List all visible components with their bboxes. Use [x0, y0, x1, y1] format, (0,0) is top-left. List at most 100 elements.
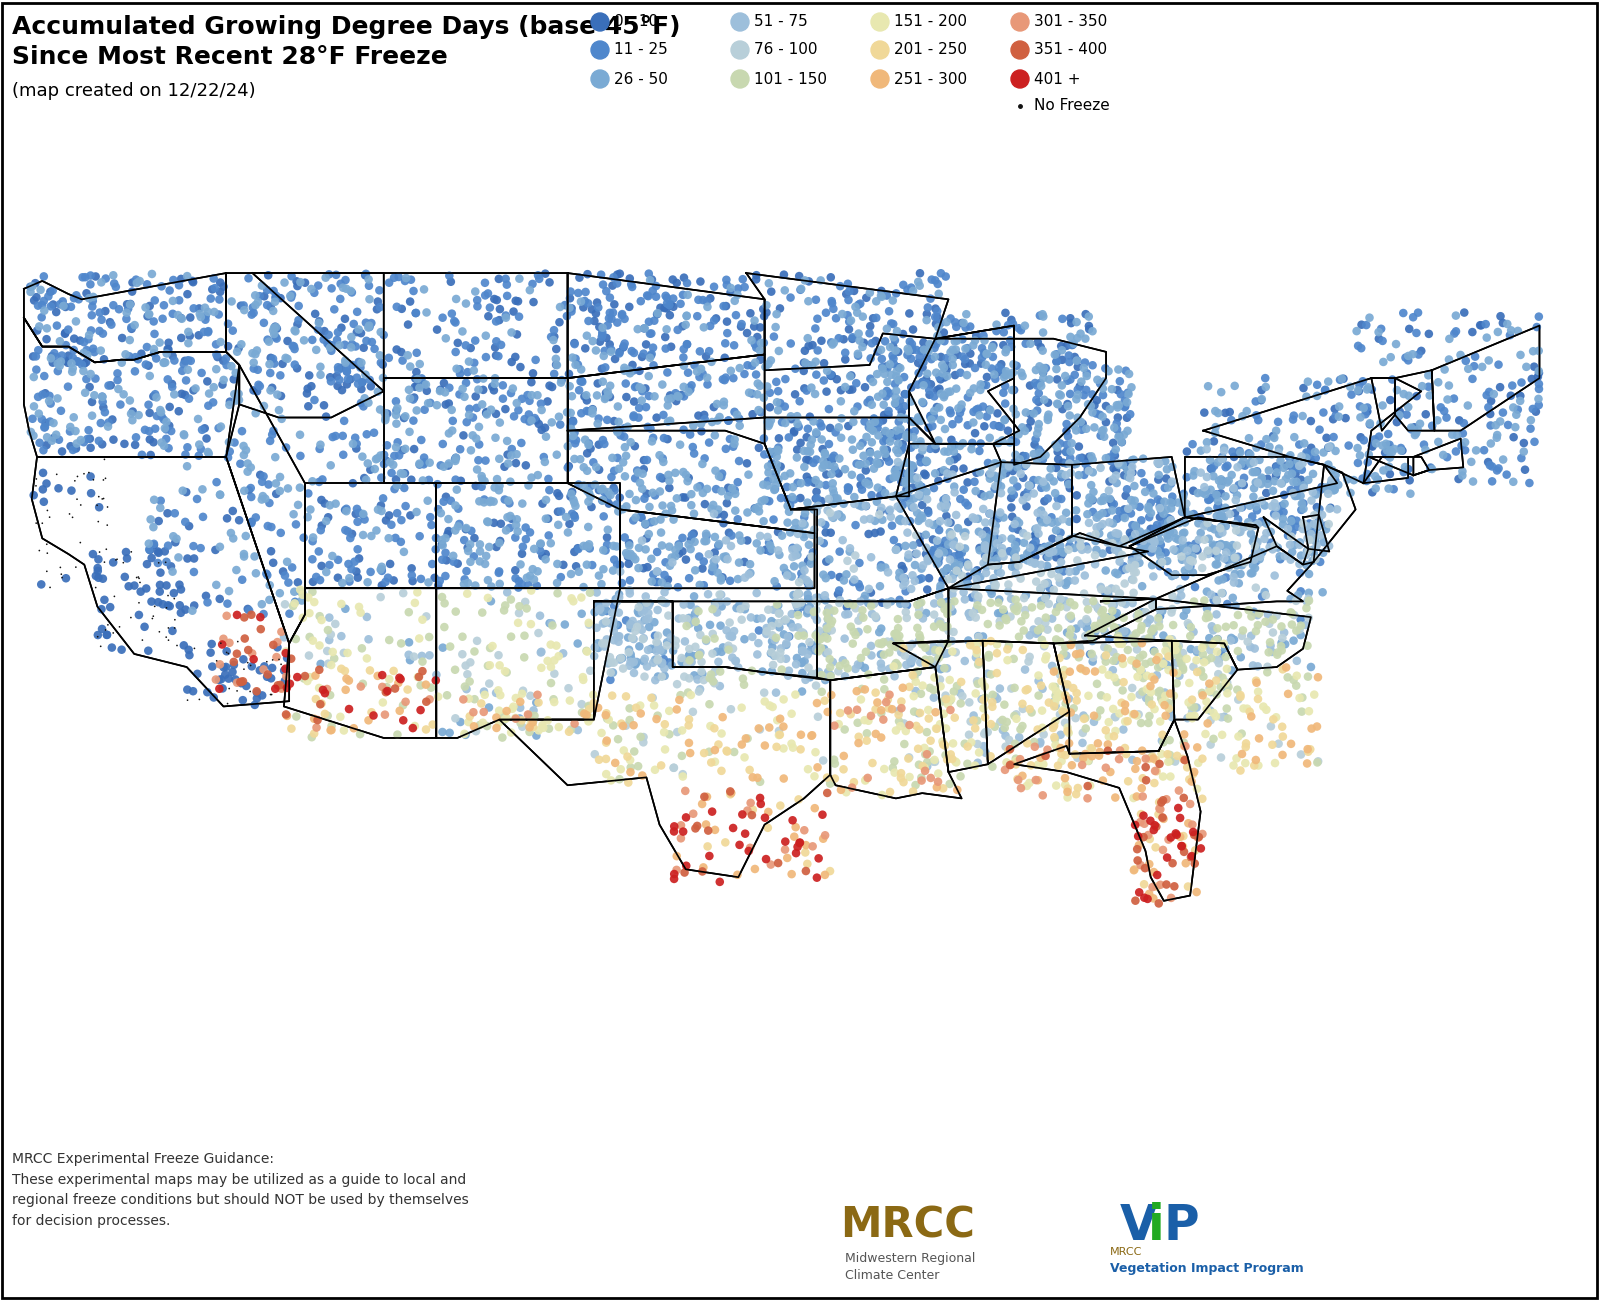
Point	[1075, 307, 1101, 328]
Point	[91, 396, 117, 417]
Point	[381, 455, 406, 476]
Point	[290, 607, 315, 628]
Point	[893, 511, 918, 532]
Point	[758, 454, 784, 474]
Point	[989, 543, 1014, 564]
Point	[1144, 876, 1170, 897]
Point	[893, 473, 918, 494]
Point	[1286, 534, 1312, 555]
Point	[1173, 566, 1198, 586]
Point	[592, 612, 618, 633]
Point	[1526, 341, 1552, 361]
Point	[576, 696, 602, 716]
Point	[1242, 452, 1267, 473]
Point	[1099, 608, 1125, 629]
Point	[482, 512, 507, 533]
Polygon shape	[949, 533, 1149, 589]
Point	[1043, 685, 1069, 706]
Point	[750, 428, 776, 448]
Point	[1101, 594, 1126, 615]
Point	[933, 538, 958, 559]
Point	[586, 749, 611, 770]
Point	[120, 281, 146, 302]
Point	[149, 407, 174, 428]
Point	[502, 560, 528, 581]
Point	[1205, 641, 1230, 662]
Point	[1114, 456, 1139, 477]
Point	[1165, 589, 1190, 610]
Point	[376, 272, 402, 292]
Point	[418, 677, 443, 698]
Point	[150, 308, 176, 329]
Point	[803, 364, 829, 385]
Point	[82, 342, 107, 363]
Point	[914, 373, 939, 394]
Point	[1192, 477, 1218, 498]
Point	[894, 424, 920, 445]
Point	[674, 807, 699, 828]
Point	[528, 642, 554, 663]
Point	[27, 541, 53, 562]
Point	[126, 568, 152, 589]
Point	[949, 399, 974, 420]
Point	[323, 264, 349, 285]
Point	[976, 647, 1002, 668]
Point	[754, 618, 779, 638]
Point	[832, 604, 858, 625]
Point	[229, 569, 254, 590]
Point	[1133, 602, 1158, 623]
Point	[611, 337, 637, 358]
Point	[952, 589, 978, 610]
Point	[174, 359, 200, 380]
Point	[694, 374, 720, 395]
Point	[670, 766, 696, 786]
Point	[984, 689, 1010, 710]
Point	[870, 359, 896, 380]
Point	[814, 360, 840, 381]
Point	[806, 641, 832, 662]
Point	[744, 265, 770, 286]
Point	[314, 679, 339, 699]
Point	[594, 489, 619, 510]
Point	[709, 481, 734, 502]
Point	[467, 491, 493, 512]
Point	[576, 711, 602, 732]
Point	[40, 294, 66, 315]
Point	[650, 495, 675, 516]
Point	[1242, 550, 1267, 571]
Point	[758, 854, 784, 875]
Point	[902, 555, 928, 576]
Point	[376, 528, 402, 549]
Point	[632, 378, 658, 399]
Point	[1101, 514, 1126, 534]
Point	[451, 529, 477, 550]
Point	[702, 595, 728, 616]
Point	[507, 268, 533, 289]
Point	[1336, 436, 1362, 456]
Point	[814, 628, 840, 649]
Point	[811, 627, 837, 647]
Point	[629, 390, 654, 411]
Point	[1107, 370, 1133, 391]
Point	[1218, 538, 1243, 559]
Point	[1170, 659, 1195, 680]
Point	[467, 541, 493, 562]
Point	[1253, 699, 1278, 720]
Point	[410, 646, 435, 667]
Point	[800, 411, 826, 432]
Text: 51 - 75: 51 - 75	[754, 14, 808, 30]
Point	[104, 369, 130, 390]
Point	[803, 351, 829, 372]
Point	[469, 394, 494, 415]
Point	[1395, 346, 1421, 367]
Point	[558, 281, 584, 302]
Point	[1120, 515, 1146, 536]
Point	[722, 335, 747, 356]
Point	[742, 352, 768, 373]
Point	[1104, 646, 1130, 667]
Point	[570, 702, 595, 723]
Point	[411, 447, 437, 468]
Point	[595, 493, 621, 514]
Point	[990, 459, 1016, 480]
Point	[922, 463, 947, 484]
